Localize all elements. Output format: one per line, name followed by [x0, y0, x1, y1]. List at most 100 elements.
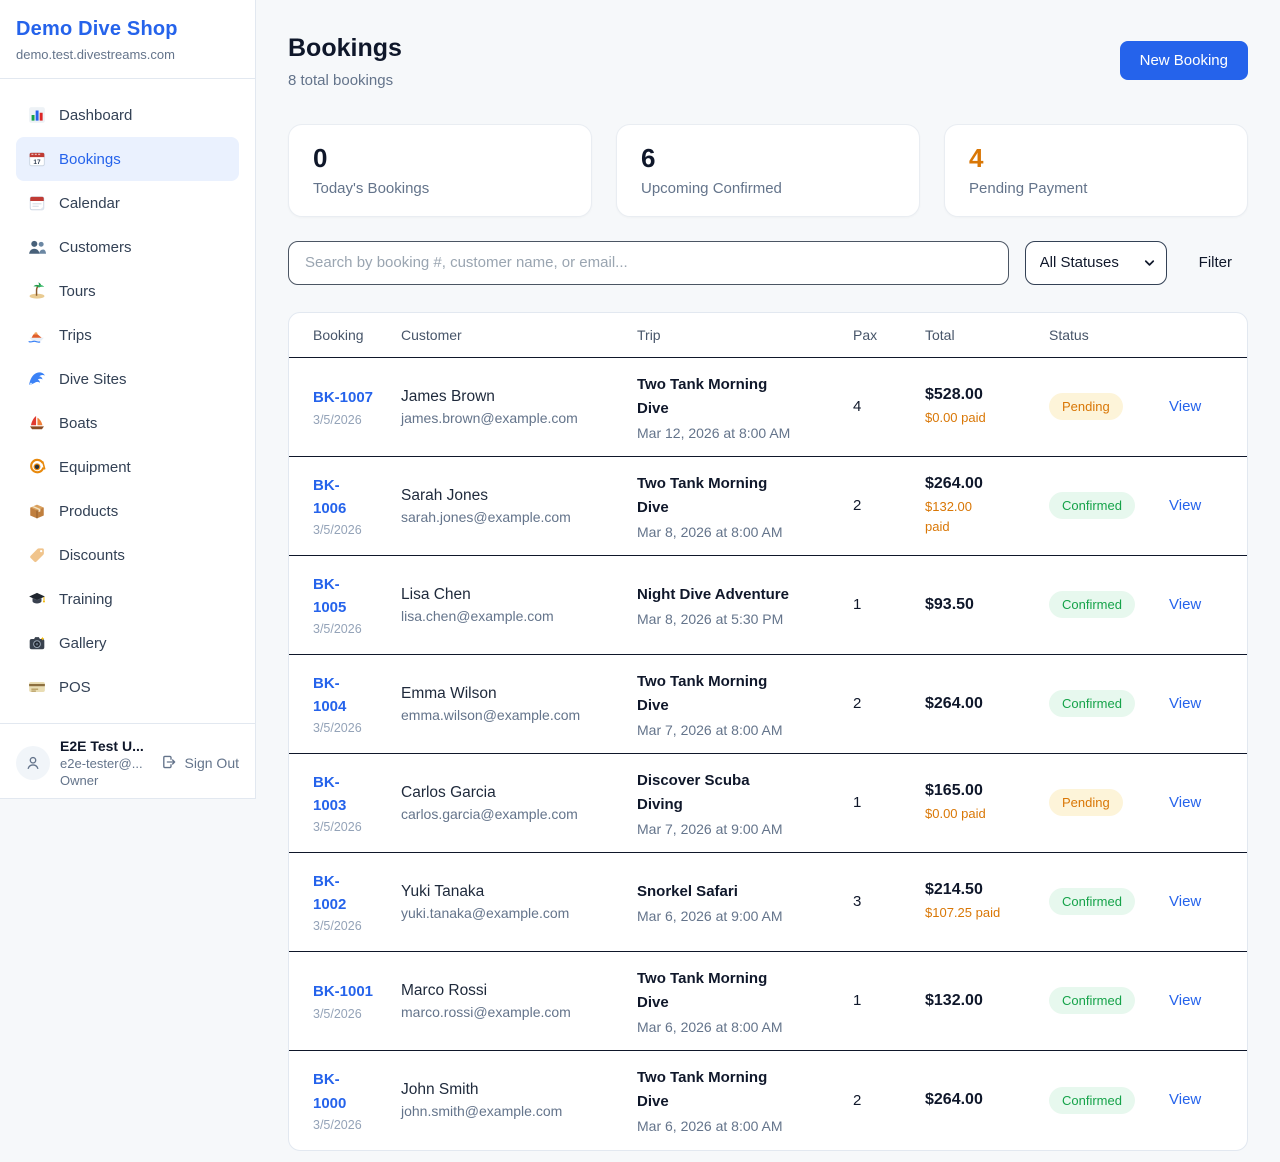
user-email: e2e-tester@... [60, 756, 143, 771]
stat-value: 0 [313, 143, 328, 173]
page-title: Bookings [288, 34, 402, 62]
sidebar-item-dashboard[interactable]: Dashboard [16, 93, 239, 137]
customer-email: yuki.tanaka@example.com [401, 904, 570, 921]
sidebar-item-equipment[interactable]: Equipment [16, 445, 239, 489]
view-link[interactable]: View [1169, 694, 1202, 712]
booking-id-link[interactable]: BK-1007 [313, 389, 374, 407]
sidebar-item-label: Products [59, 502, 119, 520]
stat-cards: 0 Today's Bookings 6 Upcoming Confirmed … [288, 124, 1248, 217]
view-link[interactable]: View [1169, 595, 1202, 613]
booking-id-link[interactable]: BK- 1004 [313, 674, 347, 716]
view-link[interactable]: View [1169, 496, 1202, 514]
sign-out-button[interactable]: Sign Out [161, 754, 239, 772]
trip-datetime: Mar 6, 2026 at 9:00 AM [637, 907, 783, 924]
sidebar-item-gallery[interactable]: Gallery [16, 621, 239, 665]
status-badge: Confirmed [1049, 1086, 1135, 1114]
table-row: BK- 1000 3/5/2026 John Smith john.smith@… [289, 1051, 1247, 1150]
trip-datetime: Mar 8, 2026 at 5:30 PM [637, 610, 784, 627]
svg-text:17: 17 [33, 159, 41, 166]
stat-label: Pending Payment [969, 179, 1088, 197]
brand: Demo Dive Shop demo.test.divestreams.com [0, 0, 255, 79]
status-badge: Confirmed [1049, 987, 1135, 1015]
sidebar-item-label: Bookings [59, 150, 121, 168]
booking-date: 3/5/2026 [313, 1006, 362, 1021]
table-row: BK- 1005 3/5/2026 Lisa Chen lisa.chen@ex… [289, 556, 1247, 655]
booking-date: 3/5/2026 [313, 919, 362, 934]
pax-value: 1 [853, 992, 862, 1010]
sidebar-item-trips[interactable]: Trips [16, 313, 239, 357]
sidebar-item-label: POS [59, 678, 91, 696]
customer-name: Emma Wilson [401, 684, 497, 702]
stat-card-pending-payment: 4 Pending Payment [944, 124, 1248, 217]
sidebar-item-dive-sites[interactable]: Dive Sites [16, 357, 239, 401]
sign-out-icon [161, 754, 179, 772]
pax-value: 2 [853, 497, 862, 515]
view-link[interactable]: View [1169, 793, 1202, 811]
trip-name: Discover Scuba Diving [637, 771, 750, 813]
search-input[interactable] [288, 240, 1009, 285]
new-booking-button[interactable]: New Booking [1119, 41, 1248, 80]
filter-button[interactable]: Filter [1198, 254, 1232, 272]
calendar-17-icon: 17 [28, 150, 46, 168]
customer-name: Carlos Garcia [401, 783, 496, 801]
customer-name: Yuki Tanaka [401, 882, 485, 900]
brand-domain: demo.test.divestreams.com [16, 47, 175, 62]
customer-name: Lisa Chen [401, 585, 471, 603]
sidebar-item-calendar[interactable]: Calendar [16, 181, 239, 225]
view-link[interactable]: View [1169, 892, 1202, 910]
col-status: Status [1049, 326, 1089, 343]
booking-id-link[interactable]: BK-1001 [313, 983, 374, 1001]
sidebar-item-bookings[interactable]: 17 Bookings [16, 137, 239, 181]
sidebar-item-label: Dashboard [59, 106, 133, 124]
sidebar-item-tours[interactable]: Tours [16, 269, 239, 313]
user-role: Owner [60, 773, 99, 788]
pax-value: 1 [853, 596, 862, 614]
view-link[interactable]: View [1169, 397, 1202, 415]
page-subtitle: 8 total bookings [288, 72, 394, 89]
sidebar-nav: Dashboard 17 Bookings Calendar Customers Tour… [0, 79, 255, 723]
col-total: Total [925, 326, 955, 343]
booking-id-link[interactable]: BK- 1006 [313, 476, 347, 518]
booking-id-link[interactable]: BK- 1005 [313, 575, 347, 617]
trip-name: Two Tank Morning Dive [637, 969, 768, 1011]
customer-email: emma.wilson@example.com [401, 706, 581, 723]
customer-name: James Brown [401, 387, 495, 405]
sidebar-item-label: Trips [59, 326, 92, 344]
booking-id-link[interactable]: BK- 1002 [313, 872, 347, 914]
view-link[interactable]: View [1169, 1091, 1202, 1109]
table-row: BK- 1006 3/5/2026 Sarah Jones sarah.jone… [289, 457, 1247, 556]
stat-card-upcoming-confirmed: 6 Upcoming Confirmed [616, 124, 920, 217]
bar-chart-icon [28, 106, 46, 124]
sidebar-item-boats[interactable]: Boats [16, 401, 239, 445]
package-icon [28, 502, 46, 520]
customer-name: Sarah Jones [401, 486, 489, 504]
stat-label: Upcoming Confirmed [641, 179, 782, 197]
sign-out-label: Sign Out [184, 755, 239, 771]
booking-id-link[interactable]: BK- 1003 [313, 773, 347, 815]
trip-name: Night Dive Adventure [637, 585, 789, 603]
trip-name: Two Tank Morning Dive [637, 474, 768, 516]
sidebar-item-label: Calendar [59, 194, 120, 212]
booking-id-link[interactable]: BK- 1000 [313, 1071, 347, 1112]
sidebar-item-pos[interactable]: POS [16, 665, 239, 709]
sidebar-item-products[interactable]: Products [16, 489, 239, 533]
sidebar-item-training[interactable]: Training [16, 577, 239, 621]
paid-amount: $0.00 paid [925, 409, 986, 425]
status-badge: Confirmed [1049, 492, 1135, 520]
status-filter-select[interactable]: All Statuses [1024, 240, 1167, 285]
total-amount: $93.50 [925, 595, 974, 613]
status-badge: Confirmed [1049, 690, 1135, 718]
sidebar-item-customers[interactable]: Customers [16, 225, 239, 269]
col-booking: Booking [313, 326, 364, 343]
trip-datetime: Mar 7, 2026 at 8:00 AM [637, 721, 783, 738]
trip-name: Two Tank Morning Dive [637, 1069, 768, 1111]
pax-value: 2 [853, 695, 862, 713]
sidebar-item-discounts[interactable]: Discounts [16, 533, 239, 577]
paid-amount: $0.00 paid [925, 805, 986, 821]
view-link[interactable]: View [1169, 991, 1202, 1009]
booking-date: 3/5/2026 [313, 721, 362, 736]
table-header: Booking Customer Trip Pax Total Status [289, 313, 1247, 358]
status-badge: Confirmed [1049, 888, 1135, 916]
booking-date: 3/5/2026 [313, 523, 362, 538]
avatar [16, 746, 50, 780]
